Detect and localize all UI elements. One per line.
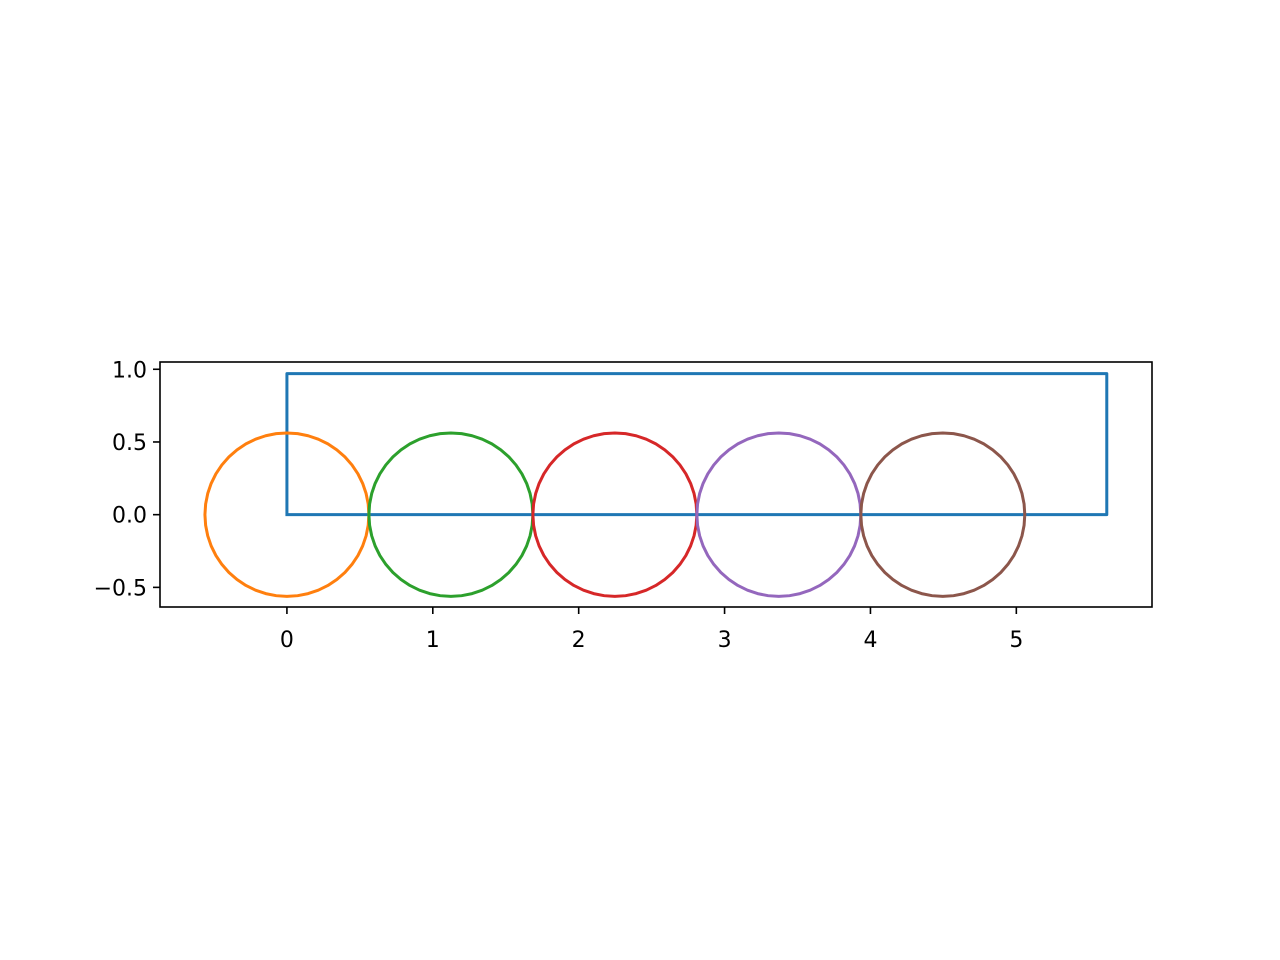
x-tick-label: 2 [572, 628, 586, 653]
series-circle-4 [695, 431, 863, 598]
y-axis: 1.0 0.5 0.0 −0.5 [94, 358, 160, 601]
x-tick-label: 1 [426, 628, 440, 653]
axes-frame [159, 361, 1153, 608]
y-tick-label: 1.0 [112, 358, 147, 383]
y-tick-label: 0.5 [112, 431, 147, 456]
y-tick-label: 0.0 [112, 504, 147, 529]
series-circle-3 [531, 431, 699, 598]
series-rectangle-0 [285, 372, 1109, 517]
series-circle-1 [203, 431, 371, 598]
series-circle-5 [859, 431, 1027, 598]
x-tick-label: 3 [718, 628, 732, 653]
series-circle-2 [367, 431, 535, 598]
x-tick-label: 0 [280, 628, 294, 653]
y-tick-label: −0.5 [94, 576, 147, 601]
x-tick-label: 5 [1009, 628, 1023, 653]
plot-series [203, 372, 1109, 598]
x-axis: 0 1 2 3 4 5 [280, 607, 1023, 653]
x-tick-label: 4 [863, 628, 877, 653]
